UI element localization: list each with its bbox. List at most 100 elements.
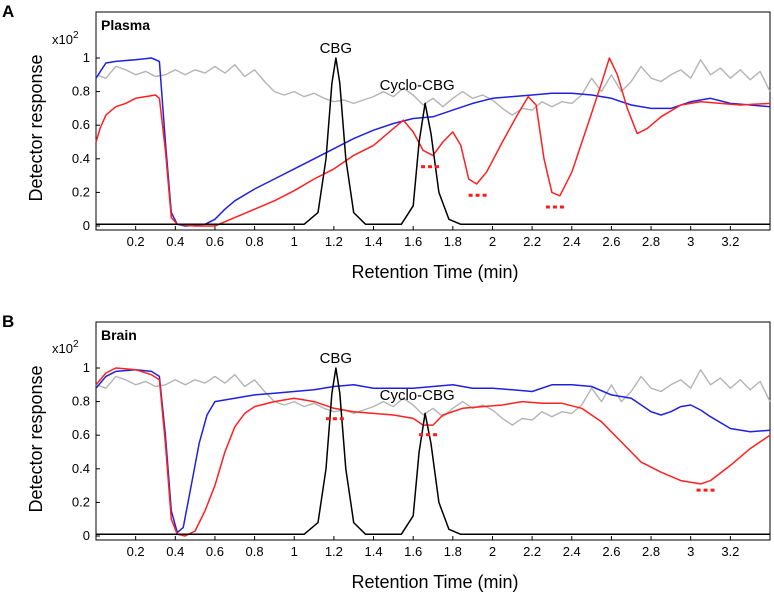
x-tick-label: 0.4 [166, 544, 184, 559]
series-line-black [96, 367, 770, 536]
dotted-marker [421, 165, 440, 169]
panel-b: B Detector response x102 Retention Time … [2, 312, 771, 592]
x-tick-label: 2.8 [642, 234, 660, 249]
x-tick-label: 1.8 [444, 234, 462, 249]
y-tick-label: 0.6 [72, 117, 90, 132]
dotted-marker [325, 417, 344, 421]
x-tick-label: 1.4 [364, 234, 382, 249]
y-multiplier-base: x10 [52, 32, 73, 47]
dotted-marker [696, 488, 715, 492]
dotted-marker [419, 433, 438, 437]
x-tick-label: 1 [291, 234, 298, 249]
y-multiplier-base: x10 [52, 341, 73, 356]
y-multiplier-exponent: 2 [73, 339, 79, 350]
peak-label: Cyclo-CBG [380, 77, 455, 94]
y-tick-label: 0.4 [72, 151, 90, 166]
peak-markers [421, 165, 564, 209]
peak-markers [325, 417, 715, 492]
peak-labels: CBG Cyclo-CBG [320, 40, 455, 94]
panel-letter: B [2, 312, 14, 331]
axis-ticks: 0.2 0.4 0.6 0.8 1 1.2 1.4 1.6 1.8 2 2.2 2.4 2.6 2.8 3 3… [72, 50, 739, 249]
peak-label: Cyclo-CBG [380, 387, 455, 404]
series-line-black [96, 57, 770, 226]
x-tick-label: 1.6 [404, 234, 422, 249]
x-tick-label: 2.8 [642, 544, 660, 559]
x-tick-label: 1 [291, 544, 298, 559]
peak-label: CBG [320, 350, 353, 367]
x-tick-label: 0.6 [206, 234, 224, 249]
marker-dot [559, 205, 564, 209]
x-tick-label: 0.6 [206, 544, 224, 559]
marker-dot [710, 488, 715, 492]
marker-dot [419, 433, 424, 437]
x-tick-label: 0.2 [127, 234, 145, 249]
x-tick-label: 1.8 [444, 544, 462, 559]
marker-dot [552, 205, 557, 209]
x-tick-label: 2 [489, 234, 496, 249]
x-tick-label: 1.4 [364, 544, 382, 559]
x-tick-label: 2 [489, 544, 496, 559]
marker-dot [428, 165, 433, 169]
plot-frame [95, 11, 771, 231]
panel-title: Brain [101, 327, 137, 343]
x-tick-label: 2.6 [602, 544, 620, 559]
y-tick-label: 0 [83, 528, 90, 543]
y-tick-label: 0.2 [72, 184, 90, 199]
marker-dot [339, 417, 344, 421]
series-lines [95, 57, 771, 227]
x-tick-label: 3 [687, 234, 694, 249]
dotted-marker [545, 205, 564, 209]
dotted-marker [468, 193, 487, 197]
x-tick-label: 2.2 [523, 234, 541, 249]
panel-letter: A [2, 2, 14, 21]
peak-label: CBG [320, 40, 353, 57]
x-tick-label: 1.2 [325, 544, 343, 559]
y-tick-label: 0.8 [72, 394, 90, 409]
y-tick-label: 1 [83, 50, 90, 65]
y-multiplier: x102 [52, 30, 79, 47]
x-tick-label: 2.4 [563, 544, 581, 559]
y-tick-label: 0.6 [72, 427, 90, 442]
x-tick-label: 3 [687, 544, 694, 559]
y-axis-label: Detector response [26, 365, 46, 512]
series-line-blue [95, 368, 771, 534]
marker-dot [482, 193, 487, 197]
panel-a: A Detector response x102 Retention Time … [2, 2, 771, 282]
x-tick-label: 1.2 [325, 234, 343, 249]
x-tick-label: 2.6 [602, 234, 620, 249]
marker-dot [325, 417, 330, 421]
plot-frame [95, 321, 771, 541]
marker-dot [703, 488, 708, 492]
marker-dot [545, 205, 550, 209]
y-tick-label: 0 [83, 218, 90, 233]
x-tick-label: 2.2 [523, 544, 541, 559]
series-line-gray [95, 369, 771, 426]
x-tick-label: 0.2 [127, 544, 145, 559]
x-tick-label: 2.4 [563, 234, 581, 249]
x-tick-label: 3.2 [721, 234, 739, 249]
y-tick-label: 0.2 [72, 494, 90, 509]
marker-dot [426, 433, 431, 437]
y-multiplier: x102 [52, 339, 79, 356]
axis-ticks: 0.2 0.4 0.6 0.8 1 1.2 1.4 1.6 1.8 2 2.2 2.4 2.6 2.8 3 3… [72, 360, 739, 559]
y-multiplier-exponent: 2 [73, 30, 79, 41]
x-tick-label: 0.4 [166, 234, 184, 249]
x-tick-label: 3.2 [721, 544, 739, 559]
marker-dot [468, 193, 473, 197]
y-axis-label: Detector response [26, 54, 46, 201]
y-tick-label: 1 [83, 360, 90, 375]
series-lines [95, 367, 771, 537]
marker-dot [332, 417, 337, 421]
marker-dot [435, 165, 440, 169]
marker-dot [696, 488, 701, 492]
panel-title: Plasma [101, 17, 150, 33]
marker-dot [433, 433, 438, 437]
x-axis-label: Retention Time (min) [351, 262, 518, 282]
series-line-red [95, 57, 771, 227]
marker-dot [475, 193, 480, 197]
y-tick-label: 0.4 [72, 461, 90, 476]
marker-dot [421, 165, 426, 169]
series-line-gray [95, 59, 771, 116]
peak-labels: CBG Cyclo-CBG [320, 350, 455, 404]
